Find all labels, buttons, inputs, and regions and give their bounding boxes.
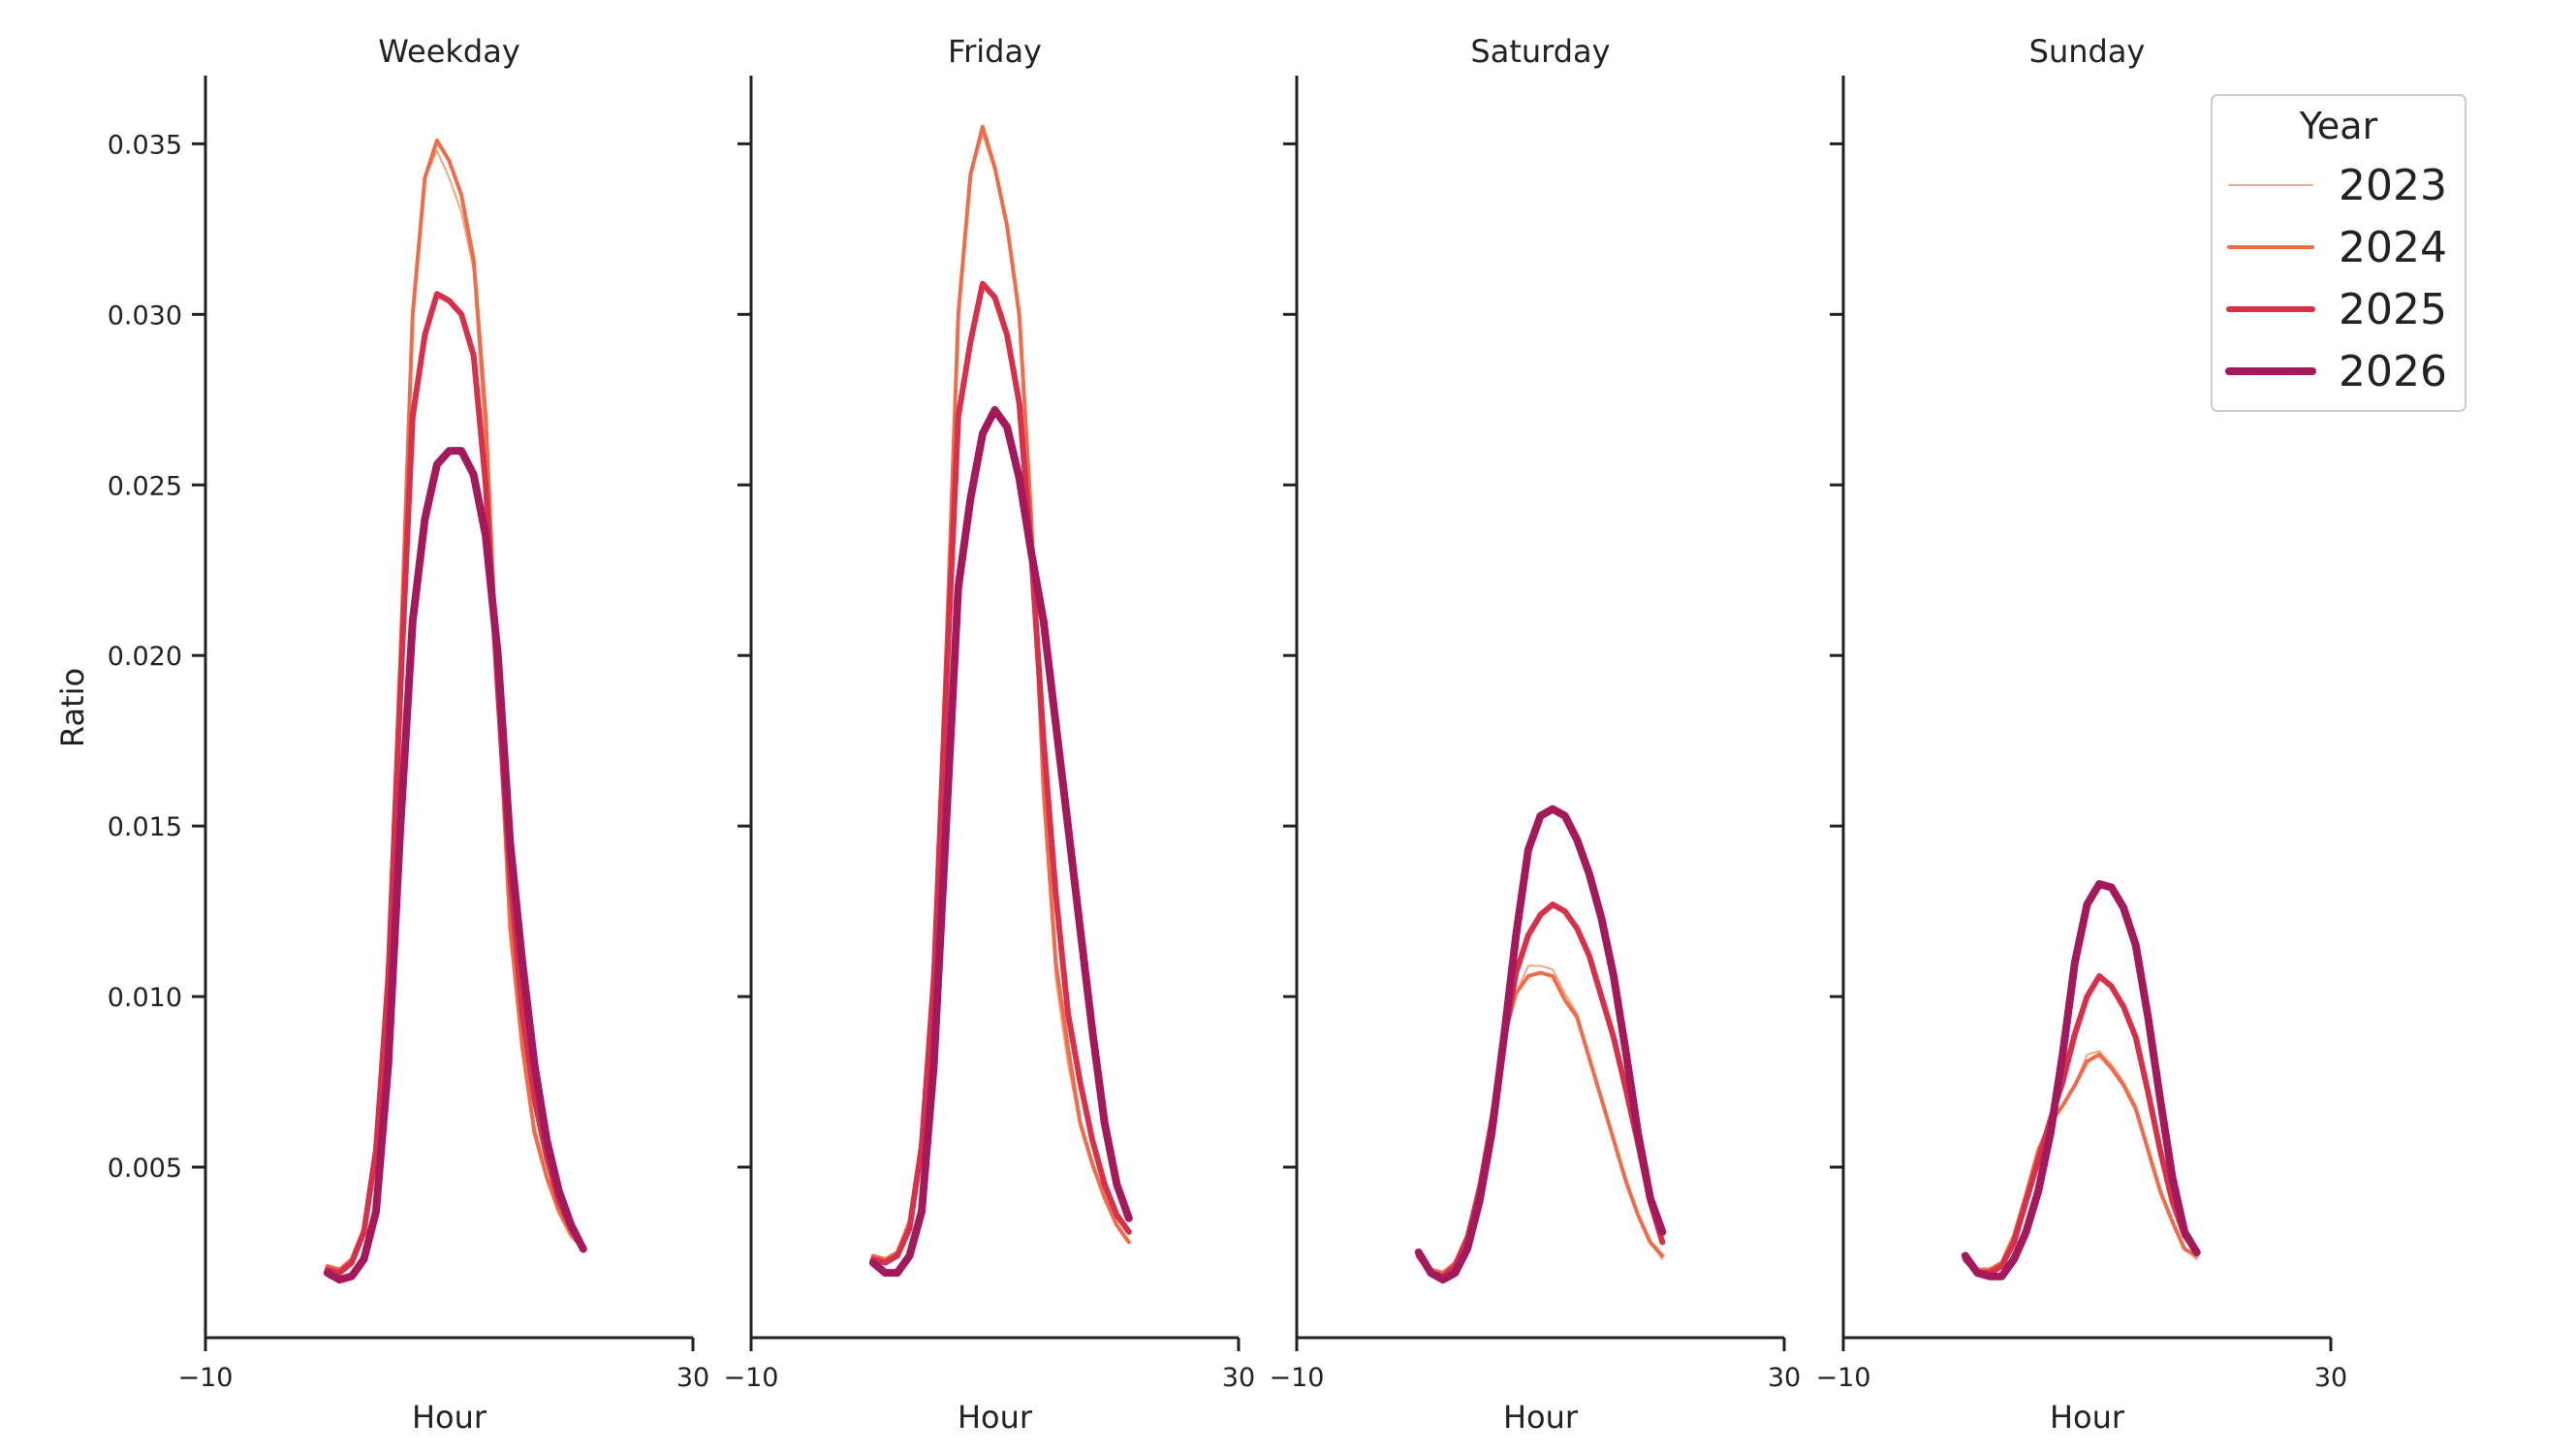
legend-box bbox=[2211, 94, 2466, 412]
x-tick-label: 30 bbox=[676, 1363, 709, 1393]
panel-saturday: Saturday −10 30 Hour bbox=[1270, 33, 1802, 1436]
x-tick-label: 30 bbox=[1768, 1363, 1801, 1393]
legend-label-2026: 2026 bbox=[2339, 347, 2447, 396]
series-line-2026 bbox=[323, 447, 587, 1284]
series-line-2025 bbox=[1962, 973, 2200, 1277]
series-line-2023 bbox=[1417, 964, 1664, 1275]
series-line-2023 bbox=[871, 132, 1130, 1261]
x-tick-label: 30 bbox=[2314, 1363, 2347, 1393]
legend: Year 2023 2024 2025 2026 bbox=[2211, 94, 2466, 412]
series-line-2025 bbox=[324, 291, 586, 1277]
legend-label-2024: 2024 bbox=[2339, 223, 2447, 272]
panel-title: Friday bbox=[948, 33, 1042, 70]
x-axis-label: Hour bbox=[958, 1399, 1033, 1436]
x-axis-label: Hour bbox=[2050, 1399, 2125, 1436]
series-line-2026 bbox=[1414, 805, 1667, 1284]
y-tick-label: 0.020 bbox=[108, 642, 182, 672]
y-axis-label: Ratio bbox=[54, 668, 91, 747]
panel-title: Saturday bbox=[1470, 33, 1610, 70]
x-axis-label: Hour bbox=[1503, 1399, 1579, 1436]
panel-title: Weekday bbox=[378, 33, 520, 70]
x-tick-label: −10 bbox=[178, 1363, 234, 1393]
series-line-2025 bbox=[869, 280, 1132, 1266]
x-tick-label: −10 bbox=[1816, 1363, 1871, 1393]
y-tick-label: 0.030 bbox=[108, 300, 182, 331]
panel-title: Sunday bbox=[2029, 33, 2146, 70]
panel-weekday: Weekday 0.005 0.010 0.015 0.020 0.025 0.030 0.0… bbox=[108, 33, 709, 1436]
x-axis-label: Hour bbox=[412, 1399, 487, 1436]
x-tick-label: −10 bbox=[1270, 1363, 1325, 1393]
y-tick-label: 0.015 bbox=[108, 812, 182, 842]
y-tick-label: 0.035 bbox=[108, 130, 182, 160]
series-line-2023 bbox=[326, 149, 584, 1271]
x-tick-label: −10 bbox=[724, 1363, 779, 1393]
panel-friday: Friday −10 30 Hour bbox=[724, 33, 1256, 1436]
legend-label-2025: 2025 bbox=[2339, 285, 2447, 334]
series-line-2026 bbox=[868, 405, 1133, 1278]
x-tick-label: 30 bbox=[1222, 1363, 1255, 1393]
panel-sunday: Sunday −10 30 Hour bbox=[1816, 33, 2348, 1436]
y-tick-label: 0.025 bbox=[108, 471, 182, 501]
series-line-2026 bbox=[1961, 880, 2201, 1280]
y-tick-label: 0.005 bbox=[108, 1154, 182, 1184]
legend-title: Year bbox=[2299, 105, 2378, 147]
series-line-2024 bbox=[1416, 970, 1665, 1276]
series-line-2025 bbox=[1415, 901, 1666, 1280]
series-line-2024 bbox=[870, 124, 1131, 1262]
y-tick-label: 0.010 bbox=[108, 983, 182, 1013]
legend-label-2023: 2023 bbox=[2339, 161, 2447, 210]
